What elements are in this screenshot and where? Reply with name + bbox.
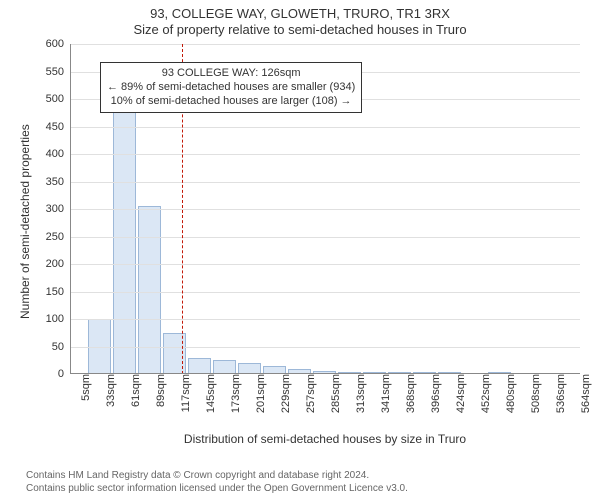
histogram-bar	[213, 360, 236, 374]
gridline	[70, 44, 580, 45]
chart-title-line2: Size of property relative to semi-detach…	[0, 22, 600, 38]
annotation-line3: 10% of semi-detached houses are larger (…	[107, 95, 355, 109]
x-tick-label: 564sqm	[578, 374, 592, 413]
plot-area: 93 COLLEGE WAY: 126sqm ← 89% of semi-det…	[70, 44, 580, 374]
histogram-bar	[113, 105, 136, 375]
gridline	[70, 237, 580, 238]
x-tick-label: 201sqm	[253, 374, 267, 413]
x-tick-label: 396sqm	[428, 374, 442, 413]
y-axis-label: Number of semi-detached properties	[18, 124, 32, 319]
footer-line2: Contains public sector information licen…	[26, 483, 408, 496]
chart-title-line1: 93, COLLEGE WAY, GLOWETH, TRURO, TR1 3RX	[0, 0, 600, 22]
x-axis-line	[70, 373, 580, 374]
gridline	[70, 319, 580, 320]
y-tick-label: 150	[46, 286, 70, 298]
gridline	[70, 209, 580, 210]
gridline	[70, 292, 580, 293]
y-tick-label: 600	[46, 38, 70, 50]
x-tick-label: 33sqm	[103, 374, 117, 407]
gridline	[70, 127, 580, 128]
x-tick-label: 229sqm	[278, 374, 292, 413]
x-tick-label: 424sqm	[453, 374, 467, 413]
x-tick-label: 257sqm	[303, 374, 317, 413]
y-tick-label: 550	[46, 66, 70, 78]
footer-line1: Contains HM Land Registry data © Crown c…	[26, 470, 408, 483]
y-tick-label: 350	[46, 176, 70, 188]
histogram-bar	[138, 206, 161, 374]
gridline	[70, 154, 580, 155]
x-tick-label: 89sqm	[153, 374, 167, 407]
x-tick-label: 480sqm	[503, 374, 517, 413]
gridline	[70, 347, 580, 348]
y-tick-label: 50	[52, 341, 70, 353]
y-tick-label: 400	[46, 148, 70, 160]
annotation-box: 93 COLLEGE WAY: 126sqm ← 89% of semi-det…	[100, 62, 362, 113]
y-tick-label: 500	[46, 93, 70, 105]
y-tick-label: 300	[46, 203, 70, 215]
annotation-line2: ← 89% of semi-detached houses are smalle…	[107, 81, 355, 95]
gridline	[70, 264, 580, 265]
x-tick-label: 145sqm	[203, 374, 217, 413]
footer: Contains HM Land Registry data © Crown c…	[26, 470, 408, 495]
x-tick-label: 173sqm	[228, 374, 242, 413]
x-tick-label: 5sqm	[78, 374, 92, 401]
annotation-line1: 93 COLLEGE WAY: 126sqm	[107, 67, 355, 81]
x-tick-label: 341sqm	[378, 374, 392, 413]
y-tick-label: 100	[46, 313, 70, 325]
x-tick-label: 61sqm	[128, 374, 142, 407]
x-tick-label: 313sqm	[353, 374, 367, 413]
gridline	[70, 182, 580, 183]
x-tick-label: 536sqm	[553, 374, 567, 413]
y-axis-line	[70, 44, 71, 374]
histogram-bar	[188, 358, 211, 375]
x-tick-label: 452sqm	[478, 374, 492, 413]
x-axis-label: Distribution of semi-detached houses by …	[70, 432, 580, 446]
x-tick-label: 117sqm	[178, 374, 192, 412]
x-tick-label: 508sqm	[528, 374, 542, 413]
y-tick-label: 450	[46, 121, 70, 133]
x-tick-label: 285sqm	[328, 374, 342, 413]
x-tick-label: 368sqm	[403, 374, 417, 413]
y-tick-label: 250	[46, 231, 70, 243]
y-tick-label: 200	[46, 258, 70, 270]
y-tick-label: 0	[58, 368, 70, 380]
